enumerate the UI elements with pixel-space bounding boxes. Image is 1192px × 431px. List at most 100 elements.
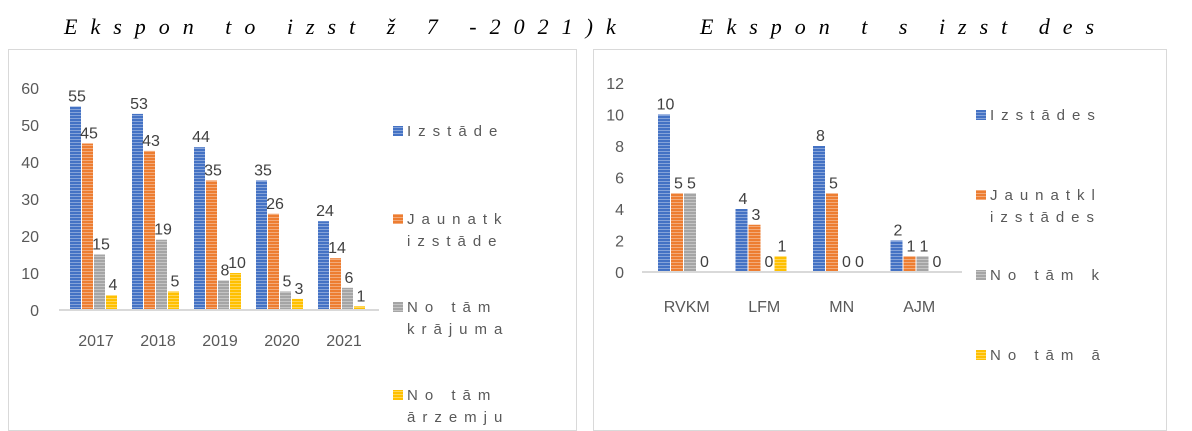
data-label: 4	[739, 191, 748, 208]
data-label: 4	[109, 277, 118, 294]
data-label: 6	[345, 270, 354, 287]
bar-no-tām-ārzemju-2019	[230, 273, 241, 310]
data-label: 26	[266, 196, 284, 213]
bar-izstāde-2020	[256, 180, 267, 310]
data-label: 24	[316, 203, 334, 220]
y-tick-label: 4	[615, 202, 624, 219]
data-label: 5	[171, 274, 180, 291]
x-category-label: 2021	[326, 333, 362, 350]
legend-swatch	[976, 350, 986, 360]
bar-jaunatk-izstāde-2019	[206, 180, 217, 310]
legend-swatch	[393, 126, 403, 136]
y-tick-label: 40	[21, 155, 39, 172]
bar-no-tām-krājuma-2019	[218, 280, 229, 310]
data-label: 2	[894, 223, 903, 240]
bar-no-tām-krājuma-2017	[94, 254, 105, 310]
chart-title-right: Ekspon t s izst des	[700, 14, 1108, 39]
data-label: 10	[657, 97, 675, 114]
data-label: 35	[204, 163, 222, 180]
x-category-label: RVKM	[664, 299, 710, 316]
y-tick-label: 0	[615, 265, 624, 282]
legend-swatch	[976, 270, 986, 280]
bar-jaunatkl-izstādes-ajm	[903, 256, 916, 272]
legend-entry: krājuma	[407, 321, 509, 338]
data-label: 5	[829, 175, 838, 192]
legend-swatch	[976, 110, 986, 120]
x-category-label: 2020	[264, 333, 300, 350]
bar-no-tām-krājuma-2021	[342, 287, 353, 310]
data-label: 3	[752, 207, 761, 224]
bar-no-tām-k-rvkm	[684, 193, 696, 272]
data-label: 44	[192, 129, 210, 146]
data-label: 19	[154, 222, 172, 239]
legend-entry: Izstāde	[407, 123, 504, 140]
data-label: 5	[687, 175, 696, 192]
legend-entry: Jaunatkl	[990, 187, 1102, 204]
bar-izstāde-2019	[194, 147, 205, 310]
bar-izstādes-lfm	[735, 209, 748, 272]
bar-no-tām-ārzemju-2021	[354, 306, 365, 310]
data-label: 1	[920, 238, 929, 255]
y-tick-label: 0	[30, 303, 39, 320]
y-tick-label: 30	[21, 192, 39, 209]
bar-izstāde-2017	[70, 106, 81, 310]
legend-swatch	[393, 302, 403, 312]
legend-entry: No tām	[407, 387, 497, 404]
bar-no-tām-ārzemju-2018	[168, 291, 179, 310]
legend-swatch	[976, 190, 986, 200]
bar-izstāde-2021	[318, 221, 329, 310]
bar-jaunatk-izstāde-2021	[330, 258, 341, 310]
y-tick-label: 2	[615, 234, 624, 251]
data-label: 8	[816, 128, 825, 145]
y-tick-label: 6	[615, 171, 624, 188]
bar-no-tām-ārzemju-2020	[292, 298, 303, 310]
legend-entry: Izstādes	[990, 107, 1102, 124]
data-label: 0	[933, 254, 942, 271]
data-label: 55	[68, 89, 86, 106]
x-category-label: LFM	[748, 299, 780, 316]
data-label: 43	[142, 133, 160, 150]
data-label: 5	[674, 175, 683, 192]
bar-jaunatk-izstāde-2017	[82, 143, 93, 310]
data-label: 1	[907, 238, 916, 255]
data-label: 0	[700, 254, 709, 271]
y-tick-label: 50	[21, 118, 39, 135]
x-category-label: 2018	[140, 333, 176, 350]
data-label: 10	[228, 255, 246, 272]
data-label: 14	[328, 240, 346, 257]
legend-entry: No tām k	[990, 267, 1106, 284]
y-tick-label: 12	[606, 76, 624, 93]
legend-entry: Jaunatk	[407, 211, 509, 228]
y-tick-label: 60	[21, 81, 39, 98]
bar-jaunatkl-izstādes-rvkm	[671, 193, 683, 272]
bar-jaunatk-izstāde-2020	[268, 213, 279, 310]
legend-swatch	[393, 214, 403, 224]
data-label: 1	[778, 238, 787, 255]
chart-panel-exhibitions-by-museum: 0 2 4 6 8 10 12 10 5 5 0 RVKM 4 3 0 1 LFM 8 5 0 0 MN 2 1 1 0 AJM Iz…	[593, 49, 1167, 431]
chart-panel-exhibitions-by-year: 0 10 20 30 40 50 60 55 45 15 4 2017 53 43 19 5 2018 44 35 8…	[8, 49, 577, 431]
y-tick-label: 10	[606, 108, 624, 125]
bar-jaunatkl-izstādes-mn	[826, 193, 838, 272]
legend-entry: ārzemju	[407, 409, 509, 426]
bar-izstādes-mn	[813, 146, 825, 272]
bar-no-tām-ārzemju-2017	[106, 295, 117, 310]
data-label: 0	[765, 254, 774, 271]
bar-no-tām-k-ajm	[916, 256, 929, 272]
legend-entry: izstādes	[990, 209, 1101, 226]
x-category-label: 2019	[202, 333, 238, 350]
data-label: 5	[283, 274, 292, 291]
legend-entry: izstāde	[407, 233, 504, 250]
data-label: 53	[130, 96, 148, 113]
data-label: 35	[254, 163, 272, 180]
chart-title-left: Ekspon to izst ž 7 -2021)k	[64, 14, 629, 39]
bar-izstādes-ajm	[890, 240, 903, 272]
data-label: 1	[357, 288, 366, 305]
bar-no-tām-krājuma-2018	[156, 239, 167, 310]
data-label: 0	[855, 254, 864, 271]
x-category-label: AJM	[903, 299, 935, 316]
bar-no-tām-krājuma-2020	[280, 291, 291, 310]
bar-izstādes-rvkm	[658, 114, 670, 272]
x-category-label: 2017	[78, 333, 114, 350]
legend-entry: No tām	[407, 299, 497, 316]
